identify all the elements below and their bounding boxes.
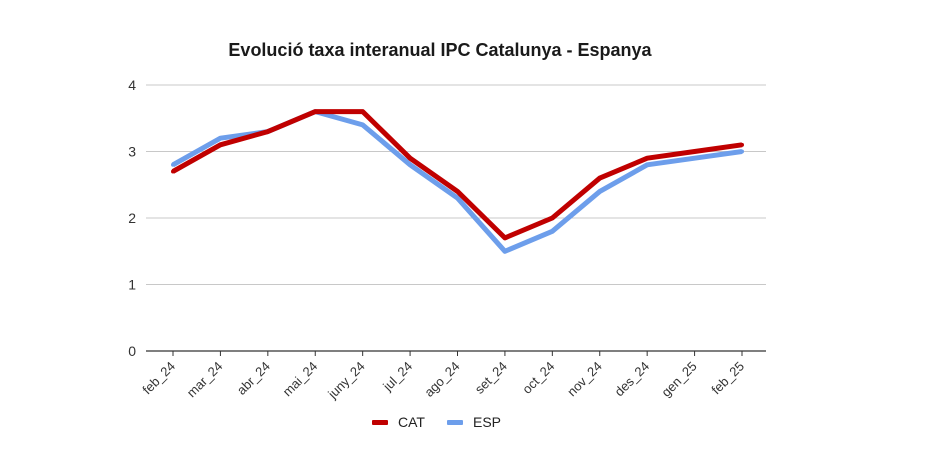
x-tick-label: oct_24 bbox=[519, 359, 557, 397]
x-tick-label: mai_24 bbox=[280, 359, 321, 400]
x-axis-ticks: feb_24 mar_24 abr_24 mai_24 juny_24 jul_24 ago… bbox=[139, 351, 747, 402]
data-point-cat bbox=[171, 169, 175, 174]
legend-swatch-cat bbox=[372, 419, 388, 425]
legend-swatch-esp bbox=[447, 419, 463, 425]
legend-label-cat: CAT bbox=[398, 414, 425, 430]
data-point-cat bbox=[550, 216, 555, 220]
data-point-cat bbox=[502, 235, 507, 240]
data-point-cat bbox=[218, 142, 223, 147]
x-tick-label: des_24 bbox=[612, 359, 653, 400]
x-tick-label: set_24 bbox=[472, 359, 510, 397]
x-tick-label: feb_24 bbox=[139, 359, 178, 398]
data-point-esp bbox=[408, 162, 413, 167]
grid-lines bbox=[146, 84, 766, 352]
line-chart: 0 1 2 3 4 feb_24 mar_24 abr_24 mai_24 juny_24 jul… bbox=[128, 77, 766, 402]
y-tick-label: 0 bbox=[128, 343, 136, 359]
data-point-esp bbox=[360, 122, 365, 127]
x-tick-label: nov_24 bbox=[564, 359, 605, 400]
y-tick-label: 1 bbox=[128, 277, 136, 293]
data-point-esp bbox=[455, 196, 460, 201]
x-tick-label: ago_24 bbox=[421, 359, 462, 400]
data-point-esp bbox=[645, 162, 650, 167]
data-point-esp bbox=[171, 162, 175, 167]
x-tick-label: jul_24 bbox=[379, 359, 415, 395]
y-tick-label: 4 bbox=[128, 77, 136, 93]
data-point-esp bbox=[740, 149, 744, 154]
data-point-cat bbox=[265, 129, 270, 134]
data-point-cat bbox=[455, 189, 460, 194]
x-tick-label: juny_24 bbox=[324, 359, 368, 403]
y-axis-ticks: 0 1 2 3 4 bbox=[128, 77, 136, 359]
data-point-esp bbox=[597, 189, 602, 194]
legend: CAT ESP bbox=[0, 414, 928, 436]
legend-item-cat[interactable]: CAT bbox=[372, 414, 425, 430]
data-point-cat bbox=[597, 176, 602, 181]
chart-title: Evolució taxa interanual IPC Catalunya -… bbox=[228, 40, 652, 60]
data-point-cat bbox=[692, 149, 697, 154]
y-tick-label: 3 bbox=[128, 144, 136, 160]
x-tick-label: mar_24 bbox=[184, 359, 226, 401]
y-tick-label: 2 bbox=[128, 210, 136, 226]
legend-label-esp: ESP bbox=[473, 414, 502, 430]
data-point-cat bbox=[313, 109, 318, 114]
data-point-esp bbox=[218, 136, 223, 141]
data-point-esp bbox=[502, 249, 507, 254]
series-lines bbox=[171, 109, 744, 254]
data-point-cat bbox=[740, 142, 744, 147]
data-point-esp bbox=[692, 156, 697, 161]
x-tick-label: gen_25 bbox=[658, 359, 699, 400]
data-point-esp bbox=[550, 229, 555, 234]
x-tick-label: abr_24 bbox=[234, 359, 273, 398]
data-point-cat bbox=[645, 156, 650, 161]
legend-item-esp[interactable]: ESP bbox=[447, 414, 501, 430]
x-tick-label: feb_25 bbox=[708, 359, 747, 398]
data-point-cat bbox=[360, 109, 365, 114]
data-point-cat bbox=[408, 156, 413, 161]
